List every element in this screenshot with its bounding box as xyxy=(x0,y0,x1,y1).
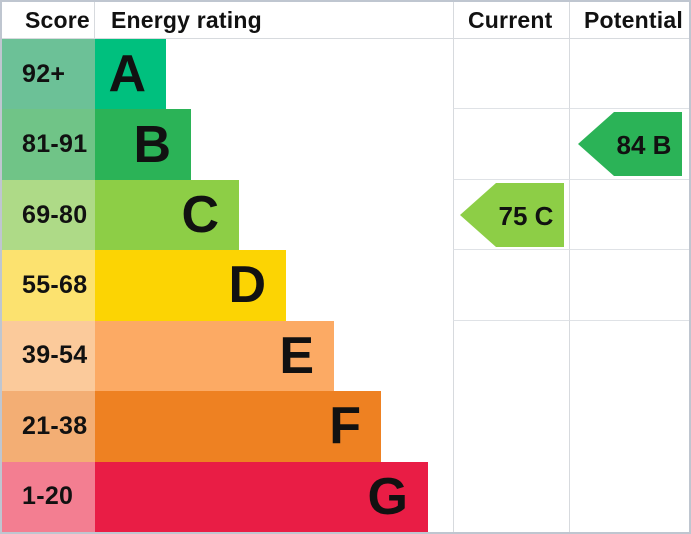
epc-row-a: 92+ A xyxy=(2,39,689,110)
potential-cell-f xyxy=(569,391,689,462)
band-bar-g: G xyxy=(95,461,428,532)
current-cell-a xyxy=(453,39,569,110)
score-range-e: 39-54 xyxy=(2,320,95,392)
rating-cell-b: B xyxy=(95,109,453,180)
potential-cell-c xyxy=(569,179,689,251)
header-energy-rating: Energy rating xyxy=(111,6,262,33)
band-bar-f: F xyxy=(95,391,381,462)
potential-cell-g xyxy=(569,461,689,532)
rating-cell-d: D xyxy=(95,250,453,321)
current-cell-c: 75 C xyxy=(453,179,569,251)
score-range-c: 69-80 xyxy=(2,179,95,251)
rating-rows: 92+ A 81-91 B 84 B 69-80 C 75 C 55-68 D 39-54 E 21-3… xyxy=(2,39,689,532)
epc-row-g: 1-20 G xyxy=(2,461,689,532)
current-cell-e xyxy=(453,320,569,392)
epc-row-e: 39-54 E xyxy=(2,320,689,392)
band-bar-d: D xyxy=(95,250,286,321)
epc-row-c: 69-80 C 75 C xyxy=(2,179,689,251)
rating-cell-g: G xyxy=(95,461,453,532)
table-header: Score Energy rating Current Potential xyxy=(2,2,689,39)
score-range-a: 92+ xyxy=(2,39,95,110)
current-rating-arrow: 75 C xyxy=(459,182,564,247)
current-cell-g xyxy=(453,461,569,532)
potential-cell-a xyxy=(569,39,689,110)
band-bar-b: B xyxy=(95,109,191,180)
band-bar-c: C xyxy=(95,179,239,251)
rating-cell-a: A xyxy=(95,39,453,110)
current-rating-arrow-shape xyxy=(459,182,564,247)
potential-cell-b: 84 B xyxy=(569,109,689,180)
potential-cell-d xyxy=(569,250,689,321)
epc-row-f: 21-38 F xyxy=(2,391,689,462)
current-cell-d xyxy=(453,250,569,321)
current-rating-arrow-label: 75 C xyxy=(498,201,553,231)
score-range-b: 81-91 xyxy=(2,109,95,180)
score-range-d: 55-68 xyxy=(2,250,95,321)
header-potential: Potential xyxy=(569,2,689,38)
current-cell-f xyxy=(453,391,569,462)
band-bar-a: A xyxy=(95,39,166,110)
current-cell-b xyxy=(453,109,569,180)
score-range-g: 1-20 xyxy=(2,461,95,532)
epc-row-b: 81-91 B 84 B xyxy=(2,109,689,180)
potential-rating-arrow-shape xyxy=(577,112,682,177)
epc-row-d: 55-68 D xyxy=(2,250,689,321)
score-range-f: 21-38 xyxy=(2,391,95,462)
rating-cell-f: F xyxy=(95,391,453,462)
potential-cell-e xyxy=(569,320,689,392)
header-score: Score xyxy=(2,2,95,38)
band-bar-e: E xyxy=(95,320,334,392)
rating-cell-e: E xyxy=(95,320,453,392)
rating-cell-c: C xyxy=(95,179,453,251)
header-current: Current xyxy=(453,2,569,38)
potential-rating-arrow-label: 84 B xyxy=(616,130,671,160)
potential-rating-arrow: 84 B xyxy=(577,112,682,177)
